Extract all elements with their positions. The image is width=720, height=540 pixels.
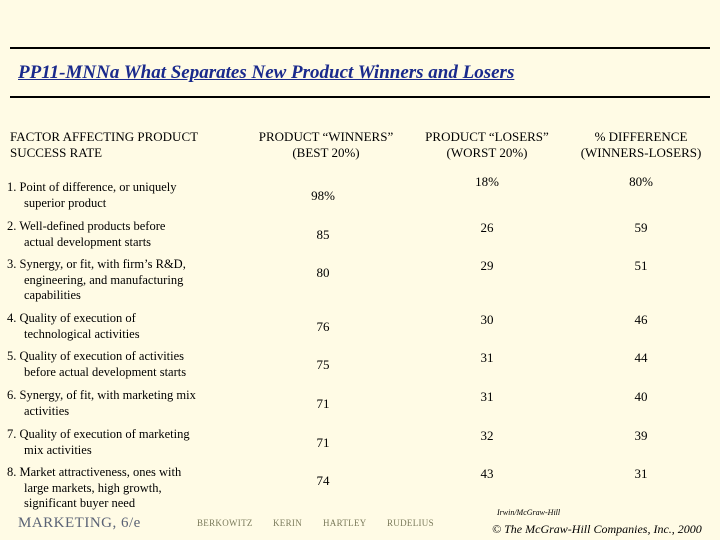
factor-label-line: 7. Quality of execution of marketing xyxy=(7,427,190,441)
difference-value: 80% xyxy=(629,174,653,189)
difference-value: 44 xyxy=(634,350,648,365)
header-factor-line1: FACTOR AFFECTING PRODUCT xyxy=(10,129,199,144)
factor-label: 8. Market attractiveness, ones with large… xyxy=(7,465,242,512)
difference-value: 31 xyxy=(634,466,648,481)
footer-author: HARTLEY xyxy=(323,518,367,528)
factor-label: 4. Quality of execution of technological … xyxy=(7,311,242,342)
title-underline-rule xyxy=(10,96,710,98)
top-rule xyxy=(10,47,710,49)
factor-label: 1. Point of difference, or uniquely super… xyxy=(7,180,242,211)
factor-label-line: 2. Well-defined products before xyxy=(7,219,166,233)
factor-label: 5. Quality of execution of activities bef… xyxy=(7,349,242,380)
winners-value: 71 xyxy=(316,396,330,411)
factor-label-line: engineering, and manufacturing xyxy=(24,272,184,287)
footer-author: KERIN xyxy=(273,518,302,528)
winners-value: 98% xyxy=(311,188,335,203)
publisher-logo-text: Irwin/McGraw-Hill xyxy=(497,508,561,517)
factor-label-line: 1. Point of difference, or uniquely xyxy=(7,180,177,194)
factor-label-line: technological activities xyxy=(24,326,140,341)
factor-label-line: before actual development starts xyxy=(24,364,187,379)
losers-value: 26 xyxy=(480,220,494,235)
difference-value: 51 xyxy=(634,258,648,273)
footer-author: RUDELIUS xyxy=(387,518,434,528)
winners-value: 80 xyxy=(316,265,330,280)
difference-value: 39 xyxy=(634,428,648,443)
header-difference: % DIFFERENCE (WINNERS-LOSERS) xyxy=(568,129,714,161)
factor-label-line: capabilities xyxy=(24,288,81,302)
winners-value: 74 xyxy=(316,473,330,488)
footer-book-title: MARKETING, 6/e xyxy=(18,515,141,531)
factor-label-line: large markets, high growth, xyxy=(24,480,162,495)
difference-value: 40 xyxy=(634,389,648,404)
header-losers: PRODUCT “LOSERS” (WORST 20%) xyxy=(410,129,564,161)
header-difference-line1: % DIFFERENCE xyxy=(594,129,688,144)
factor-label-line: 6. Synergy, of fit, with marketing mix xyxy=(7,388,196,402)
winners-value: 85 xyxy=(316,227,330,242)
header-factor-line2: SUCCESS RATE xyxy=(10,145,103,160)
winners-value: 75 xyxy=(316,357,330,372)
slide-title: PP11-MNNa What Separates New Product Win… xyxy=(18,62,515,83)
losers-value: 29 xyxy=(480,258,494,273)
factor-label-line: mix activities xyxy=(24,442,92,457)
header-winners: PRODUCT “WINNERS” (BEST 20%) xyxy=(240,129,412,161)
difference-value: 59 xyxy=(634,220,648,235)
header-winners-line2: (BEST 20%) xyxy=(292,145,360,160)
factor-label: 6. Synergy, of fit, with marketing mix ac… xyxy=(7,388,242,419)
header-losers-line2: (WORST 20%) xyxy=(446,145,528,160)
header-difference-line2: (WINNERS-LOSERS) xyxy=(580,145,702,160)
factor-label: 2. Well-defined products before actual de… xyxy=(7,219,242,250)
losers-value: 43 xyxy=(480,466,494,481)
losers-value: 31 xyxy=(480,350,494,365)
factor-label-line: 3. Synergy, or fit, with firm’s R&D, xyxy=(7,257,186,271)
winners-value: 76 xyxy=(316,319,330,334)
header-winners-line1: PRODUCT “WINNERS” xyxy=(258,129,394,144)
footer-author: BERKOWITZ xyxy=(197,518,253,528)
factor-label-line: activities xyxy=(24,403,70,418)
losers-value: 31 xyxy=(480,389,494,404)
difference-value: 46 xyxy=(634,312,648,327)
losers-value: 32 xyxy=(480,428,494,443)
copyright-notice: © The McGraw-Hill Companies, Inc., 2000 xyxy=(492,522,702,536)
factor-label: 7. Quality of execution of marketing mix … xyxy=(7,427,242,458)
factor-label-line: significant buyer need xyxy=(24,496,136,510)
winners-value: 71 xyxy=(316,435,330,450)
factor-label: 3. Synergy, or fit, with firm’s R&D, engi… xyxy=(7,257,242,304)
factor-label-line: 5. Quality of execution of activities xyxy=(7,349,185,363)
factor-label-line: actual development starts xyxy=(24,234,152,249)
factor-label-line: superior product xyxy=(24,195,107,210)
factor-label-line: 8. Market attractiveness, ones with xyxy=(7,465,182,479)
header-losers-line1: PRODUCT “LOSERS” xyxy=(425,129,549,144)
header-factor: FACTOR AFFECTING PRODUCT SUCCESS RATE xyxy=(10,129,198,161)
losers-value: 30 xyxy=(480,312,494,327)
losers-value: 18% xyxy=(475,174,499,189)
factor-label-line: 4. Quality of execution of xyxy=(7,311,136,325)
